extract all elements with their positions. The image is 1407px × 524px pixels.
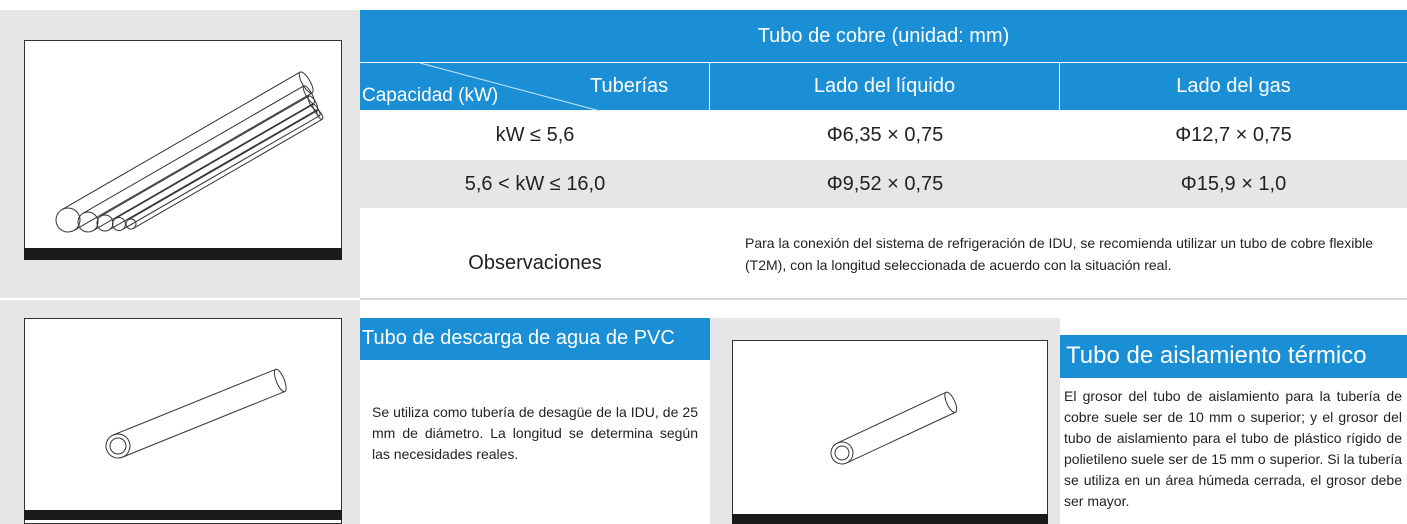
header-cell: Capacidad (kW) Tuberías xyxy=(360,62,710,111)
remarks-text: Para la conexión del sistema de refriger… xyxy=(745,235,1374,273)
remarks-label: Observaciones xyxy=(468,251,602,274)
header-cell: Lado del gas xyxy=(1060,62,1407,110)
table-cell: 5,6 < kW ≤ 16,0 xyxy=(360,160,710,208)
table-title: Tubo de cobre (unidad: mm) xyxy=(360,10,1407,62)
table-cell: Φ12,7 × 0,75 xyxy=(1175,123,1292,146)
pvc-title: Tubo de descarga de agua de PVC xyxy=(360,318,710,360)
copper-pipes-image xyxy=(24,40,342,260)
insulation-image xyxy=(732,340,1048,524)
table-cell: Φ6,35 × 0,75 xyxy=(826,123,944,146)
header-cell: Lado del líquido xyxy=(710,62,1060,110)
separator xyxy=(360,298,1407,300)
diagonal xyxy=(419,63,601,111)
pipes-header: Tuberías xyxy=(590,75,669,97)
pvc-text: Se utiliza como tubería de desagüe de la… xyxy=(372,404,698,462)
insulation-text: El grosor del tubo de aislamiento para l… xyxy=(1064,388,1402,509)
table-cell: Φ9,52 × 0,75 xyxy=(710,160,1060,208)
table-cell: kW ≤ 5,6 xyxy=(495,123,575,146)
table-cell: Φ15,9 × 1,0 xyxy=(1060,160,1407,208)
capacity-header: Capacidad (kW) xyxy=(362,85,499,106)
pvc-pipe-image xyxy=(24,318,342,524)
insulation-title: Tubo de aislamiento térmico xyxy=(1060,335,1407,378)
